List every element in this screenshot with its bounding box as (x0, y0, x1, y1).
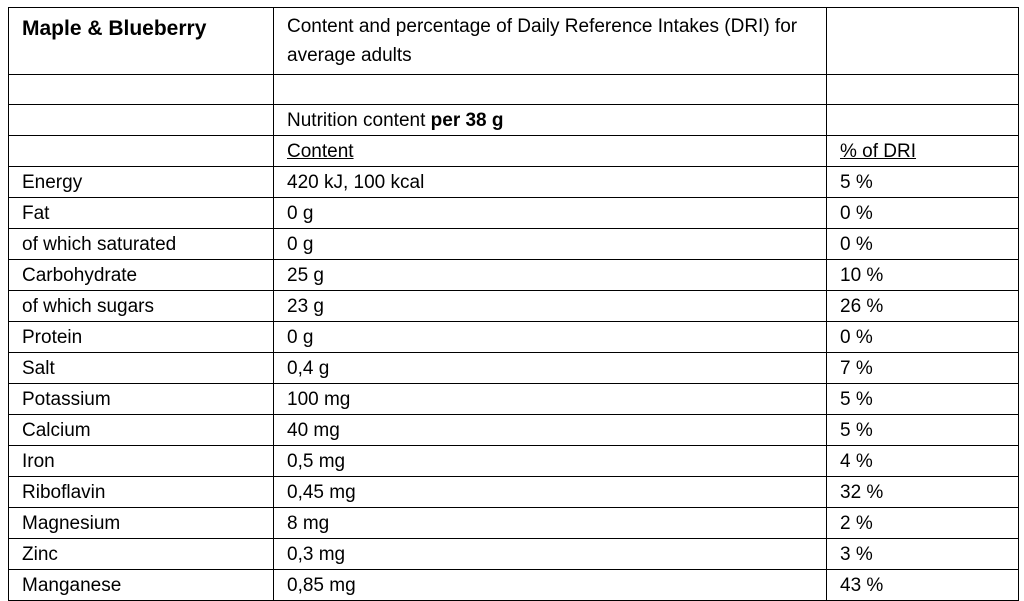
serving-size: per 38 g (430, 110, 504, 131)
nutrition-table: Maple & Blueberry Content and percentage… (8, 7, 1019, 601)
nutrient-name: Carbohydrate (8, 259, 274, 291)
nutrient-name: of which sugars (8, 290, 274, 322)
nutrient-dri: 5 % (826, 166, 1019, 198)
nutrient-content: 0,4 g (273, 352, 827, 384)
serving-info: Nutrition content per 38 g (273, 104, 827, 136)
empty-cell (826, 7, 1019, 75)
nutrient-name: Iron (8, 445, 274, 477)
nutrient-name: Energy (8, 166, 274, 198)
nutrient-dri: 26 % (826, 290, 1019, 322)
nutrient-name: Potassium (8, 383, 274, 415)
table-row: Iron 0,5 mg 4 % (8, 445, 1019, 477)
nutrient-content: 0 g (273, 228, 827, 260)
nutrient-content: 0,85 mg (273, 569, 827, 601)
nutrient-name: Fat (8, 197, 274, 229)
column-header-row: Content % of DRI (8, 135, 1019, 167)
nutrient-name: Zinc (8, 538, 274, 570)
serving-row: Nutrition content per 38 g (8, 104, 1019, 136)
dri-header-label: % of DRI (840, 141, 917, 162)
spacer-row (8, 74, 1019, 105)
table-row: Calcium 40 mg 5 % (8, 414, 1019, 446)
nutrient-content: 100 mg (273, 383, 827, 415)
table-row: of which sugars 23 g 26 % (8, 290, 1019, 322)
empty-cell (826, 74, 1019, 105)
nutrient-dri: 5 % (826, 414, 1019, 446)
nutrient-dri: 0 % (826, 321, 1019, 353)
table-row: Salt 0,4 g 7 % (8, 352, 1019, 384)
table-row: Energy 420 kJ, 100 kcal 5 % (8, 166, 1019, 198)
nutrient-content: 23 g (273, 290, 827, 322)
table-row: Carbohydrate 25 g 10 % (8, 259, 1019, 291)
nutrient-name: Riboflavin (8, 476, 274, 508)
table-row: Protein 0 g 0 % (8, 321, 1019, 353)
nutrient-dri: 0 % (826, 197, 1019, 229)
table-row: Magnesium 8 mg 2 % (8, 507, 1019, 539)
nutrient-content: 25 g (273, 259, 827, 291)
nutrient-name: of which saturated (8, 228, 274, 260)
product-name: Maple & Blueberry (8, 7, 274, 75)
nutrient-content: 420 kJ, 100 kcal (273, 166, 827, 198)
table-row: Riboflavin 0,45 mg 32 % (8, 476, 1019, 508)
nutrient-dri: 7 % (826, 352, 1019, 384)
empty-cell (826, 104, 1019, 136)
table-row: of which saturated 0 g 0 % (8, 228, 1019, 260)
content-header-label: Content (287, 141, 354, 162)
nutrient-dri: 32 % (826, 476, 1019, 508)
nutrient-content: 0,3 mg (273, 538, 827, 570)
nutrient-name: Manganese (8, 569, 274, 601)
header-description: Content and percentage of Daily Referenc… (273, 7, 827, 75)
nutrient-name: Magnesium (8, 507, 274, 539)
nutrient-content: 8 mg (273, 507, 827, 539)
nutrient-name: Salt (8, 352, 274, 384)
empty-cell (8, 135, 274, 167)
nutrient-content: 0 g (273, 197, 827, 229)
nutrient-dri: 3 % (826, 538, 1019, 570)
empty-cell (8, 104, 274, 136)
table-row: Fat 0 g 0 % (8, 197, 1019, 229)
column-header-dri: % of DRI (826, 135, 1019, 167)
nutrient-content: 40 mg (273, 414, 827, 446)
nutrient-dri: 43 % (826, 569, 1019, 601)
table-row: Potassium 100 mg 5 % (8, 383, 1019, 415)
nutrient-dri: 2 % (826, 507, 1019, 539)
nutrient-dri: 0 % (826, 228, 1019, 260)
title-row: Maple & Blueberry Content and percentage… (8, 7, 1019, 75)
nutrient-dri: 10 % (826, 259, 1019, 291)
column-header-content: Content (273, 135, 827, 167)
table-row: Manganese 0,85 mg 43 % (8, 569, 1019, 601)
nutrient-content: 0,5 mg (273, 445, 827, 477)
empty-cell (8, 74, 274, 105)
table-row: Zinc 0,3 mg 3 % (8, 538, 1019, 570)
nutrient-dri: 4 % (826, 445, 1019, 477)
empty-cell (273, 74, 827, 105)
nutrient-dri: 5 % (826, 383, 1019, 415)
nutrient-name: Calcium (8, 414, 274, 446)
nutrient-content: 0 g (273, 321, 827, 353)
nutrient-name: Protein (8, 321, 274, 353)
serving-prefix: Nutrition content (287, 110, 431, 131)
nutrient-content: 0,45 mg (273, 476, 827, 508)
